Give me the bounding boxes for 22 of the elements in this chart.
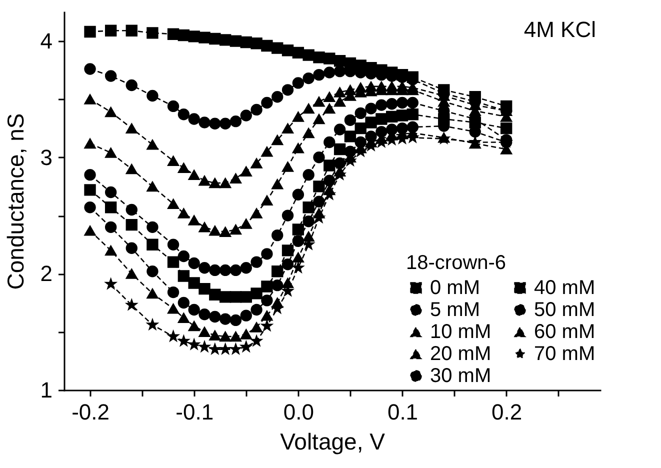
legend-label: 30 mM	[430, 365, 492, 387]
legend-label: 40 mM	[534, 277, 596, 299]
legend-label: 70 mM	[534, 343, 596, 365]
x-tick-label: 0.0	[283, 400, 314, 424]
x-tick-label: 0.1	[387, 400, 418, 424]
legend-label: 50 mM	[534, 299, 596, 321]
legend-label: 20 mM	[430, 343, 492, 365]
x-axis-title: Voltage, V	[280, 428, 386, 454]
y-tick-label: 4	[40, 28, 52, 54]
legend-label: 10 mM	[430, 321, 492, 343]
legend-label: 5 mM	[430, 299, 480, 321]
x-tick-label: -0.2	[72, 400, 110, 424]
y-tick-label: 2	[40, 261, 52, 286]
legend-label: 0 mM	[430, 277, 480, 299]
annotation: 4M KCl	[524, 17, 596, 42]
y-axis-title: Conductance, nS	[2, 113, 28, 290]
x-tick-label: 0.2	[492, 400, 522, 424]
y-tick-label: 3	[40, 144, 52, 170]
y-tick-label: 1	[40, 378, 52, 402]
legend-title: 18-crown-6	[406, 252, 506, 274]
legend-label: 60 mM	[534, 321, 596, 343]
x-tick-label: -0.1	[176, 400, 214, 424]
